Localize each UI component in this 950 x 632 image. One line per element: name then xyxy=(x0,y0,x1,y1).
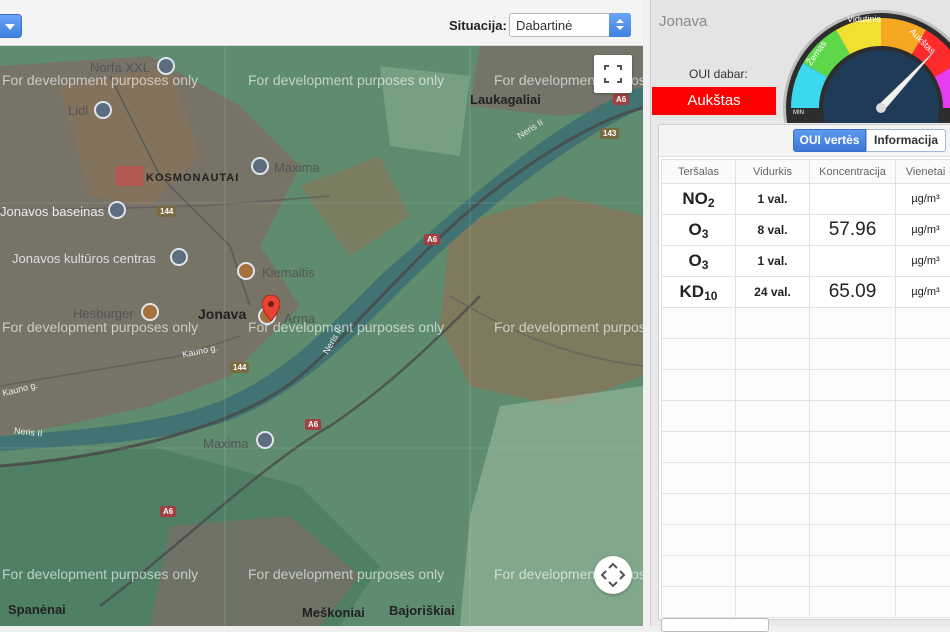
empty-row xyxy=(662,432,950,463)
road-shield: A6 xyxy=(613,94,629,105)
pollutant-table: Teršalas Vidurkis Koncentracija Vienetai… xyxy=(661,159,950,618)
poi-label-hesburger: Hesburger xyxy=(73,306,134,321)
poi-label-norfa: Norfa XXL xyxy=(90,60,150,75)
place-icon[interactable] xyxy=(170,248,188,266)
column-header-average[interactable]: Vidurkis xyxy=(736,160,810,184)
pollutant-name: O3 xyxy=(689,251,709,270)
empty-row xyxy=(662,587,950,618)
watermark: For development purposes only xyxy=(494,319,643,335)
location-marker-icon[interactable] xyxy=(262,295,280,321)
empty-row xyxy=(662,339,950,370)
poi-label-kultura: Jonavos kultūros centras xyxy=(12,251,156,266)
layer-dropdown-button[interactable] xyxy=(0,14,22,38)
data-panel: OUI vertės Informacija Teršalas Vidurkis… xyxy=(658,124,950,620)
table-row[interactable]: O3 1 val. µg/m³ xyxy=(662,246,950,277)
map-terrain xyxy=(0,46,643,626)
road-shield: 143 xyxy=(600,128,619,139)
gauge-mid-label: Vidutinis xyxy=(847,14,881,24)
unit-value: µg/m³ xyxy=(896,277,950,308)
concentration-value xyxy=(810,246,896,277)
pollutant-name: NO2 xyxy=(682,189,714,208)
average-period: 24 val. xyxy=(736,277,810,308)
concentration-value: 65.09 xyxy=(810,277,896,308)
place-label-jonava: Jonava xyxy=(198,306,246,322)
situation-label: Situacija: xyxy=(449,18,507,33)
tab-information[interactable]: Informacija xyxy=(866,129,946,152)
empty-row xyxy=(662,370,950,401)
poi-label-baseinas: Jonavos baseinas xyxy=(0,204,104,219)
average-period: 1 val. xyxy=(736,184,810,215)
empty-row xyxy=(662,401,950,432)
unit-value: µg/m³ xyxy=(896,215,950,246)
gauge-min-label: MIN xyxy=(793,110,804,116)
restaurant-icon[interactable] xyxy=(237,262,255,280)
unit-value: µg/m³ xyxy=(896,246,950,277)
unit-value: µg/m³ xyxy=(896,184,950,215)
oui-now-label: OUI dabar: xyxy=(689,67,748,81)
pan-control-icon xyxy=(594,556,632,594)
station-panel: Jonava OUI dabar: Aukštas MIN MAX Žemas … xyxy=(650,0,950,626)
fullscreen-icon xyxy=(594,55,632,93)
fullscreen-button[interactable] xyxy=(594,55,632,93)
tab-oui-values[interactable]: OUI vertės xyxy=(793,129,866,152)
concentration-value xyxy=(810,184,896,215)
empty-row xyxy=(662,494,950,525)
map-view[interactable]: For development purposes only For develo… xyxy=(0,46,643,626)
shopping-icon[interactable] xyxy=(157,57,175,75)
table-row[interactable]: KD10 24 val. 65.09 µg/m³ xyxy=(662,277,950,308)
average-period: 8 val. xyxy=(736,215,810,246)
empty-row xyxy=(662,556,950,587)
shopping-icon[interactable] xyxy=(251,157,269,175)
column-header-pollutant[interactable]: Teršalas xyxy=(662,160,736,184)
watermark: For development purposes only xyxy=(248,72,444,88)
oui-level-badge: Aukštas xyxy=(652,87,776,115)
select-arrows-icon xyxy=(609,13,631,37)
empty-row xyxy=(662,463,950,494)
restaurant-icon[interactable] xyxy=(141,303,159,321)
watermark: For development purposes only xyxy=(2,319,198,335)
table-row[interactable]: O3 8 val. 57.96 µg/m³ xyxy=(662,215,950,246)
station-header: Jonava OUI dabar: Aukštas MIN MAX Žemas … xyxy=(651,0,950,118)
poi-label-lidl: Lidl xyxy=(68,103,88,118)
watermark: For development purposes only xyxy=(2,566,198,582)
poi-label-maxima: Maxima xyxy=(274,160,320,175)
road-shield: 144 xyxy=(230,362,249,373)
situation-select-value: Dabartinė xyxy=(516,18,572,33)
place-label-spanenai: Spanėnai xyxy=(8,602,66,617)
concentration-value: 57.96 xyxy=(810,215,896,246)
place-label-laukagaliai: Laukagaliai xyxy=(470,92,541,107)
aqi-gauge: MIN MAX Žemas Vidutinis Aukštas xyxy=(781,8,950,123)
station-city: Jonava xyxy=(659,13,707,30)
road-shield: 144 xyxy=(157,206,176,217)
place-label-meskoniai: Meškoniai xyxy=(302,605,365,620)
pan-control-button[interactable] xyxy=(594,556,632,594)
column-header-units[interactable]: Vienetai xyxy=(896,160,950,184)
pollutant-name: KD10 xyxy=(680,282,718,301)
road-shield: A6 xyxy=(305,419,321,430)
tabs-bar: OUI vertės Informacija xyxy=(659,125,950,157)
poi-label-arma: Arma xyxy=(284,311,315,326)
watermark: For development purposes only xyxy=(248,566,444,582)
map-panel: Situacija: Dabartinė xyxy=(0,0,643,626)
place-icon[interactable] xyxy=(108,201,126,219)
empty-row xyxy=(662,308,950,339)
poi-label-maxima: Maxima xyxy=(203,436,249,451)
table-row[interactable]: NO2 1 val. µg/m³ xyxy=(662,184,950,215)
average-period: 1 val. xyxy=(736,246,810,277)
watermark: For development purposes only xyxy=(248,319,444,335)
column-header-concentration[interactable]: Koncentracija xyxy=(810,160,896,184)
shopping-icon[interactable] xyxy=(94,101,112,119)
situation-select[interactable]: Dabartinė xyxy=(509,13,631,37)
place-label-bajoriskiai: Bajoriškiai xyxy=(389,603,455,618)
table-header-row: Teršalas Vidurkis Koncentracija Vienetai xyxy=(662,160,950,184)
pollutant-name: O3 xyxy=(689,220,709,239)
place-label-kosmonautai: KOSMONAUTAI xyxy=(146,172,239,184)
map-toolbar: Situacija: Dabartinė xyxy=(0,0,643,46)
road-shield: A6 xyxy=(424,234,440,245)
road-shield: A6 xyxy=(160,506,176,517)
bottom-button[interactable] xyxy=(661,618,769,632)
shopping-icon[interactable] xyxy=(256,431,274,449)
poi-label-kiemaitis: Kiemaitis xyxy=(262,265,315,280)
empty-row xyxy=(662,525,950,556)
